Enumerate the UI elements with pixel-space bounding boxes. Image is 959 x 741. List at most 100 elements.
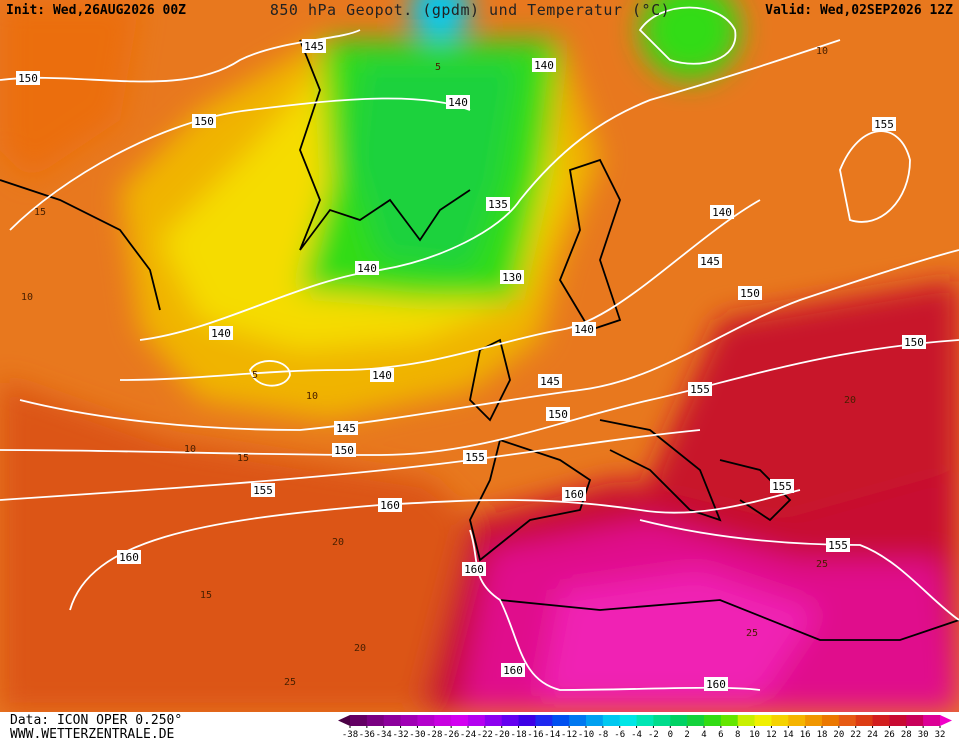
colorbar-tick-label: -16	[527, 730, 543, 740]
colorbar-segment	[434, 715, 452, 726]
colorbar-segment	[586, 715, 604, 726]
contour-label-box	[446, 95, 470, 109]
colorbar-segment	[838, 715, 857, 726]
contour-label-box	[546, 407, 570, 421]
contour-label: 160	[503, 664, 523, 677]
contour-label: 160	[706, 678, 726, 691]
isotherm-label: 20	[354, 643, 366, 654]
contour-label: 145	[540, 375, 560, 388]
colorbar-tick-label: 32	[935, 730, 946, 740]
colorbar-segment	[451, 715, 469, 726]
isotherm-label: 10	[816, 46, 828, 57]
colorbar-segment	[687, 715, 705, 726]
contour-label-box	[738, 286, 762, 300]
colorbar-tick-label: 20	[833, 730, 844, 740]
contour-label: 145	[336, 422, 356, 435]
colorbar-tick-label: 10	[749, 730, 760, 740]
colorbar-tick-label: -4	[631, 730, 642, 740]
colorbar-tick-label: -2	[648, 730, 659, 740]
website: WWW.WETTERZENTRALE.DE	[10, 727, 174, 741]
contour-label: 135	[488, 198, 508, 211]
colorbar-tick-label: -12	[561, 730, 577, 740]
colorbar-segment	[906, 715, 924, 726]
colorbar-tick-label: 22	[850, 730, 861, 740]
colorbar-segment	[602, 715, 621, 726]
colorbar-segment	[501, 715, 520, 726]
colorbar-tick-label: -30	[409, 730, 425, 740]
init-time: Init: Wed,26AUG2026 00Z	[6, 3, 186, 18]
contour-label: 155	[690, 383, 710, 396]
contour-label: 140	[211, 327, 231, 340]
colorbar-segment	[923, 715, 941, 726]
contour-label-box	[463, 450, 487, 464]
contour-label-box	[117, 550, 141, 564]
contour-label: 160	[564, 488, 584, 501]
colorbar-tick-label: 12	[766, 730, 777, 740]
colorbar-segment	[805, 715, 823, 726]
colorbar-tick-label: 0	[668, 730, 673, 740]
colorbar-tick-label: -6	[614, 730, 625, 740]
isotherm-label: 15	[200, 590, 212, 601]
colorbar-segment	[855, 715, 874, 726]
colorbar-tick-label: 26	[884, 730, 895, 740]
colorbar-tick-label: -10	[578, 730, 594, 740]
contour-label: 130	[502, 271, 522, 284]
colorbar-tick-label: -8	[597, 730, 608, 740]
contour-label: 160	[119, 551, 139, 564]
isotherm-label: 20	[332, 537, 344, 548]
colorbar-segment	[552, 715, 570, 726]
isotherm-label: 10	[21, 292, 33, 303]
coastlines	[0, 39, 959, 641]
contour-label: 140	[357, 262, 377, 275]
contour-label-box	[16, 71, 40, 85]
temperature-field	[0, 0, 959, 712]
colorbar-segment	[889, 715, 907, 726]
colorbar-segment	[400, 715, 418, 726]
contour-label-box	[538, 374, 562, 388]
contour-label: 140	[574, 323, 594, 336]
contour-label: 155	[874, 118, 894, 131]
isotherm-label: 5	[435, 62, 441, 73]
map-title: 850 hPa Geopot. (gpdm) und Temperatur (°…	[270, 1, 670, 19]
contour-label: 145	[700, 255, 720, 268]
contour-label-box	[251, 483, 275, 497]
contour-label-box	[370, 368, 394, 382]
contour-label-box	[532, 58, 556, 72]
colorbar-segment	[417, 715, 435, 726]
contour-label-box	[704, 677, 728, 691]
colorbar-segment	[350, 715, 368, 726]
contour-label-box	[572, 322, 596, 336]
contour-label: 150	[904, 336, 924, 349]
colorbar-tick-label: -36	[359, 730, 375, 740]
contour-label-box	[698, 254, 722, 268]
colorbar-segment	[754, 715, 772, 726]
contour-label-box	[332, 443, 356, 457]
colorbar-tick-label: 2	[684, 730, 689, 740]
contour-label-box	[192, 114, 216, 128]
isotherm-label: 25	[816, 559, 828, 570]
contour-label: 150	[548, 408, 568, 421]
contour-label: 155	[772, 480, 792, 493]
contour-label: 155	[253, 484, 273, 497]
colorbar-segment	[788, 715, 806, 726]
colorbar-tick-label: -34	[376, 730, 392, 740]
colorbar-segment	[771, 715, 789, 726]
colorbar-tick-label: 6	[718, 730, 723, 740]
contour-label-box	[710, 205, 734, 219]
colorbar-segment	[653, 715, 671, 726]
colorbar-tick-label: -24	[460, 730, 476, 740]
colorbar-end	[338, 715, 350, 726]
colorbar-segment	[619, 715, 638, 726]
contour-label: 155	[465, 451, 485, 464]
contour-label-box	[209, 326, 233, 340]
colorbar-tick-label: -32	[392, 730, 408, 740]
colorbar-segment	[518, 715, 536, 726]
colorbar-tick-label: 28	[901, 730, 912, 740]
contour-label-box	[770, 479, 794, 493]
isotherm-label: 10	[306, 391, 318, 402]
contour-label-box	[486, 197, 510, 211]
isotherm-label: 25	[746, 628, 758, 639]
colorbar-tick-label: 14	[783, 730, 794, 740]
contour-label-box	[302, 39, 326, 53]
